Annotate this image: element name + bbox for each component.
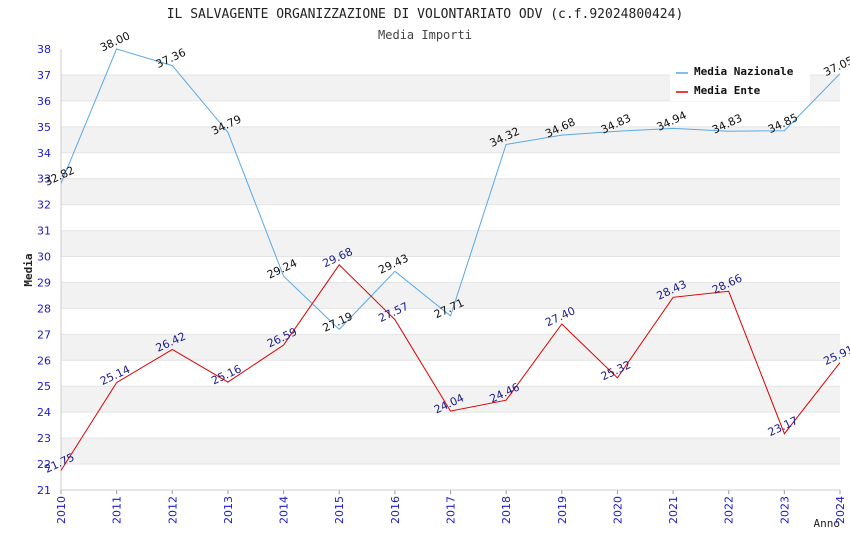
series-line-media-ente: [60, 264, 841, 471]
x-tick-label: 2015: [333, 496, 346, 524]
y-tick-label: 26: [37, 354, 51, 367]
x-tick-label: 2017: [445, 496, 458, 524]
y-tick-label: 25: [37, 380, 51, 393]
y-tick-label: 35: [37, 121, 51, 134]
x-axis-label: Anno: [814, 517, 841, 530]
grid-band: [61, 386, 840, 413]
y-tick-label: 38: [37, 43, 51, 56]
grid-band: [61, 412, 840, 439]
y-tick-label: 31: [37, 225, 51, 238]
grid-band: [61, 464, 840, 490]
grid-band: [61, 282, 840, 309]
x-tick-label: 2021: [667, 496, 680, 524]
grid-band: [61, 360, 840, 387]
x-tick-label: 2023: [778, 496, 791, 524]
x-tick-label: 2013: [222, 496, 235, 524]
x-tick-label: 2011: [111, 496, 124, 524]
legend: Media Nazionale Media Ente: [670, 61, 810, 101]
x-tick-label: 2019: [556, 496, 569, 524]
grid-band: [61, 126, 840, 153]
y-axis-ticks: 21 22 23 24 25 26 27 28 29 30 31 32 33 34 35 36 37 38: [37, 43, 51, 497]
legend-label-media-ente: Media Ente: [694, 84, 761, 97]
x-tick-label: 2018: [500, 496, 513, 524]
grid-band: [61, 308, 840, 335]
grid-band: [61, 178, 840, 205]
y-tick-label: 30: [37, 251, 51, 264]
grid-band: [61, 204, 840, 231]
chart-subtitle: Media Importi: [378, 28, 472, 42]
y-tick-label: 34: [37, 147, 51, 160]
grid-band: [61, 230, 840, 257]
x-tick-label: 2024: [834, 496, 847, 524]
y-tick-label: 36: [37, 95, 51, 108]
legend-label-media-nazionale: Media Nazionale: [694, 65, 794, 78]
y-tick-label: 33: [37, 173, 51, 186]
x-tick-label: 2016: [389, 496, 402, 524]
y-tick-label: 23: [37, 432, 51, 445]
series-line-media-nazionale: [60, 48, 841, 331]
y-tick-label: 24: [37, 406, 51, 419]
y-tick-label: 21: [37, 484, 51, 497]
x-axis-ticks: 2010 2011 2012 2013 2014 2015 2016 2017 2018 2019…: [55, 490, 847, 524]
x-tick-label: 2022: [723, 496, 736, 524]
x-tick-label: 2020: [611, 496, 624, 524]
chart-title: IL SALVAGENTE ORGANIZZAZIONE DI VOLONTAR…: [167, 7, 684, 22]
grid-band: [61, 256, 840, 283]
y-tick-label: 37: [37, 69, 51, 82]
y-tick-label: 32: [37, 199, 51, 212]
x-tick-label: 2012: [166, 496, 179, 524]
legend-box: [670, 61, 810, 101]
y-tick-label: 27: [37, 328, 51, 341]
y-axis-label: Media: [22, 253, 35, 286]
series-lines: [60, 48, 841, 471]
grid-band: [61, 100, 840, 127]
x-tick-label: 2014: [278, 496, 291, 524]
grid-band: [61, 152, 840, 179]
y-tick-label: 22: [37, 458, 51, 471]
y-tick-label: 29: [37, 276, 51, 289]
grid-band: [61, 438, 840, 465]
y-tick-label: 28: [37, 302, 51, 315]
x-tick-label: 2010: [55, 496, 68, 524]
grid-band: [61, 334, 840, 361]
grid-bands: [61, 49, 840, 491]
